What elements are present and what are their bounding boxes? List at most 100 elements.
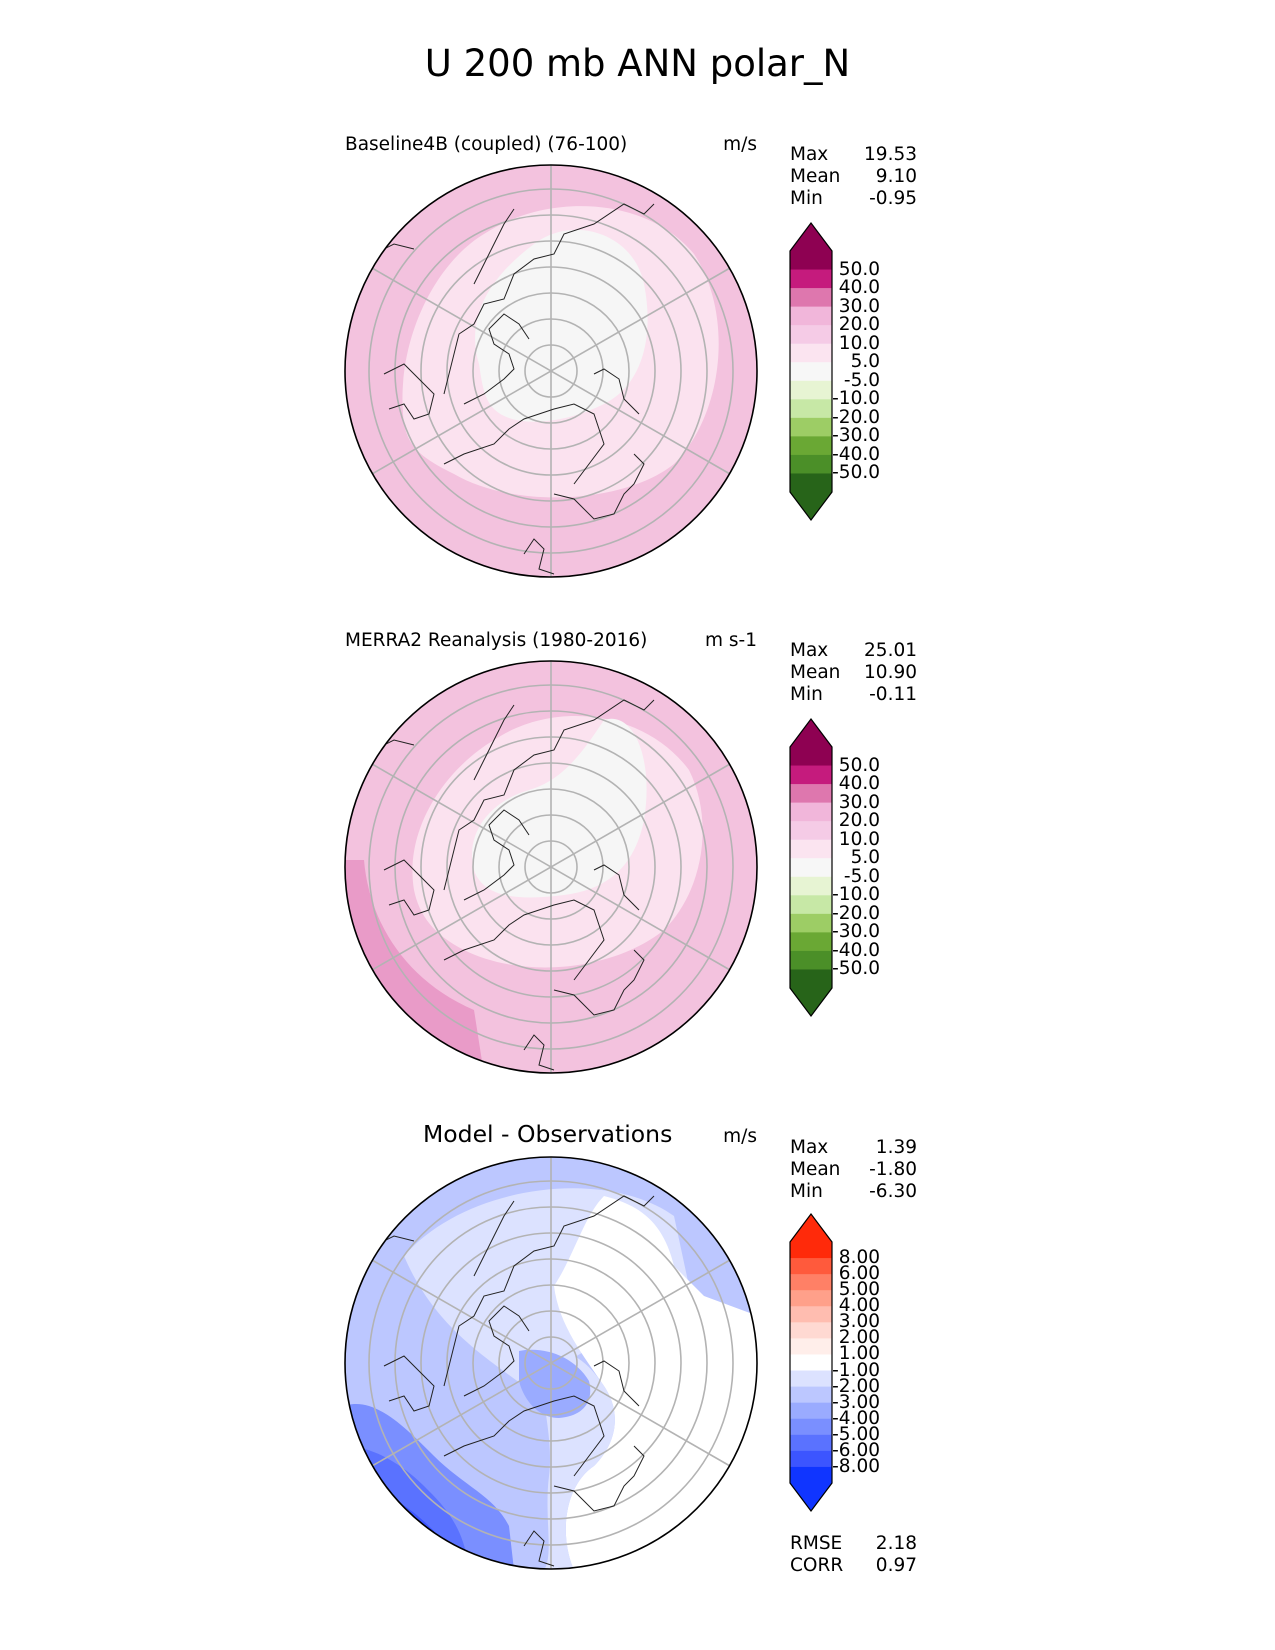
- colorbar-segment: [790, 895, 832, 915]
- colorbar-tick-label: 40.0: [838, 773, 880, 795]
- colorbar-tick-label: -30.0: [832, 425, 880, 447]
- colorbar-segment: [790, 1402, 832, 1420]
- colorbar-segment: [790, 1258, 832, 1275]
- panel-3-rmse-label: RMSE: [790, 1533, 843, 1554]
- panel-2-stat-max-label: Max: [790, 640, 829, 661]
- colorbar-segment: [790, 821, 832, 841]
- colorbar-segment: [790, 362, 832, 382]
- colorbar-segment: [790, 839, 832, 859]
- panel-3-field-blob: [519, 1349, 591, 1418]
- colorbar-tick-label: 8.00: [838, 1247, 880, 1269]
- colorbar-segment: [790, 747, 832, 767]
- panel-2-stat-mean-label: Mean: [790, 662, 841, 683]
- colorbar-segment: [790, 950, 832, 970]
- colorbar-tick-label: -6.00: [832, 1439, 880, 1461]
- colorbar-tick-label: -1.00: [832, 1359, 880, 1381]
- panel-2-units: m s-1: [705, 630, 757, 651]
- panel-1-stat-min-label: Min: [790, 188, 823, 209]
- colorbar-segment: [790, 306, 832, 326]
- colorbar-tick-label: -50.0: [832, 958, 880, 980]
- colorbar-segment: [790, 858, 832, 878]
- colorbar-extend-top: [790, 223, 832, 251]
- colorbar-tick-label: -5.00: [832, 1423, 880, 1445]
- colorbar-tick-label: -8.00: [832, 1455, 880, 1477]
- colorbar-tick-label: 30.0: [838, 295, 880, 317]
- colorbar-tick-label: 1.00: [838, 1343, 880, 1365]
- colorbar-segment: [790, 454, 832, 474]
- panel-3-corr-label: CORR: [790, 1555, 844, 1576]
- colorbar-segment: [790, 1386, 832, 1404]
- colorbar-tick-label: -5.0: [843, 865, 880, 887]
- colorbar-segment: [790, 473, 832, 493]
- colorbar-segment: [790, 417, 832, 437]
- panel-2-stat-min-label: Min: [790, 684, 823, 705]
- panel-2-field-core: [472, 718, 647, 898]
- colorbar-segment: [790, 1466, 832, 1484]
- colorbar-tick-label: 5.00: [838, 1279, 880, 1301]
- colorbar-segment: [790, 1242, 832, 1259]
- colorbar-extend-bottom: [790, 492, 832, 520]
- panel-3-stat-max-value: 1.39: [875, 1137, 917, 1158]
- colorbar-tick-label: 3.00: [838, 1311, 880, 1333]
- colorbar-segment: [790, 876, 832, 896]
- colorbar-segment: [790, 969, 832, 989]
- colorbar-extend-top: [790, 1214, 832, 1242]
- colorbar-segment: [790, 913, 832, 933]
- colorbar-extend-bottom: [790, 988, 832, 1016]
- panel-1-coastlines: [373, 203, 655, 575]
- colorbar-tick-label: -10.0: [832, 388, 880, 410]
- panel-3-stat-mean-label: Mean: [790, 1159, 841, 1180]
- panel-1-stat-max-value: 19.53: [864, 144, 917, 165]
- panel-3-stat-mean-value: -1.80: [869, 1159, 917, 1180]
- panel-1-title: Baseline4B (coupled) (76-100): [345, 134, 628, 155]
- panel-1-polar-map: [344, 164, 758, 578]
- colorbar-extend-top: [790, 719, 832, 747]
- colorbar-tick-label: -30.0: [832, 921, 880, 943]
- panel-2-stat-max-value: 25.01: [864, 640, 917, 661]
- colorbar-segment: [790, 325, 832, 345]
- panel-2-stat-min-value: -0.11: [869, 684, 917, 705]
- panel-1-field-core: [475, 229, 648, 422]
- panel-1-units: m/s: [723, 134, 757, 155]
- panel-3-stats: Max 1.39 Mean -1.80 Min -6.30: [790, 1137, 917, 1203]
- colorbar-tick-label: -2.00: [832, 1375, 880, 1397]
- colorbar-segment: [790, 784, 832, 804]
- panel-3-units: m/s: [723, 1126, 757, 1147]
- colorbar-segment: [790, 1290, 832, 1307]
- colorbar-tick-label: 10.0: [838, 332, 880, 354]
- page-title: U 200 mb ANN polar_N: [424, 42, 851, 85]
- colorbar-tick-label: 5.0: [850, 351, 880, 373]
- colorbar-tick-label: -20.0: [832, 902, 880, 924]
- colorbar-segment: [790, 436, 832, 456]
- colorbar-segment: [790, 251, 832, 271]
- panel-2-stat-mean-value: 10.90: [864, 662, 917, 683]
- colorbar-extend-bottom: [790, 1483, 832, 1511]
- colorbar-segment: [790, 288, 832, 308]
- panel-3-rmse-value: 2.18: [875, 1533, 917, 1554]
- colorbar-tick-label: -4.00: [832, 1407, 880, 1429]
- panel-3-colorbar: [789, 1213, 833, 1512]
- panel-2-coastlines: [373, 699, 655, 1071]
- colorbar-segment: [790, 802, 832, 822]
- colorbar-segment: [790, 1370, 832, 1388]
- colorbar-outline: [789, 1213, 833, 1512]
- colorbar-outline: [789, 718, 833, 1017]
- panel-1-stat-mean-label: Mean: [790, 166, 841, 187]
- panel-1-stats: Max 19.53 Mean 9.10 Min -0.95: [790, 144, 917, 210]
- panel-3-corr-value: 0.97: [875, 1555, 917, 1576]
- colorbar-tick-label: 50.0: [838, 754, 880, 776]
- colorbar-tick-label: -40.0: [832, 443, 880, 465]
- panel-3-field-white-east: [554, 1196, 757, 1569]
- colorbar-segment: [790, 399, 832, 419]
- colorbar-tick-label: 2.00: [838, 1327, 880, 1349]
- panel-3-coastlines: [373, 1195, 655, 1567]
- colorbar-segment: [790, 932, 832, 952]
- colorbar-tick-label: -50.0: [832, 462, 880, 484]
- colorbar-tick-label: 50.0: [838, 258, 880, 280]
- colorbar-tick-label: -20.0: [832, 406, 880, 428]
- colorbar-tick-label: 6.00: [838, 1263, 880, 1285]
- colorbar-tick-label: -40.0: [832, 939, 880, 961]
- panel-3-stat-min-value: -6.30: [869, 1181, 917, 1202]
- colorbar-tick-label: -10.0: [832, 884, 880, 906]
- panel-2-title: MERRA2 Reanalysis (1980-2016): [345, 630, 648, 651]
